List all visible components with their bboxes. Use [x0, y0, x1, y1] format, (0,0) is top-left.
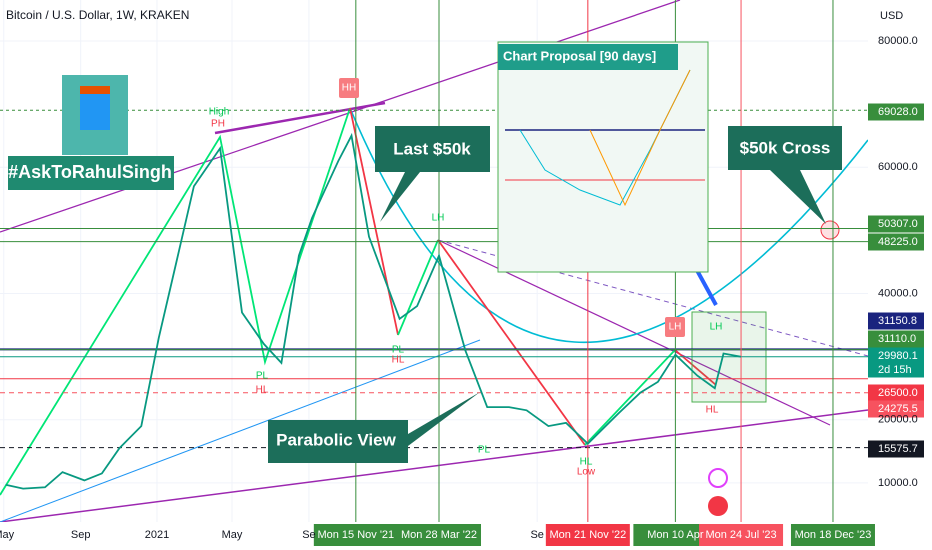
inset-title-bg [498, 44, 678, 70]
pattern-tag [339, 78, 359, 98]
pattern-label: PL [256, 371, 269, 382]
x-tick-label: Se [530, 529, 543, 541]
date-tag-label: Mon 18 Dec '23 [795, 529, 872, 541]
callout [728, 126, 842, 224]
date-tag [397, 524, 482, 546]
parabola [349, 107, 869, 343]
x-tick-label: Sep [71, 529, 91, 541]
price-tag-label: 24275.5 [878, 403, 918, 415]
pattern-label: HL [256, 385, 269, 396]
inset-line [589, 69, 691, 207]
price-line-series [5, 132, 742, 490]
pattern-label: PL [478, 445, 491, 456]
date-tag-label: Mon 24 Jul '23 [705, 529, 776, 541]
price-tag [868, 215, 924, 233]
price-tag-label: 29980.1 [878, 350, 918, 362]
price-tag [868, 400, 924, 418]
x-tick-label: Se [302, 529, 315, 541]
price-tag-label: 15575.7 [878, 443, 918, 455]
annotations: #AskToRahulSingh Last $50k $50k Cross Parab… [8, 41, 842, 478]
date-tag [313, 524, 398, 546]
y-tick-label: 10000.0 [878, 477, 918, 489]
pattern-label: High [209, 107, 230, 118]
y-tick-label: 60000.0 [878, 161, 918, 173]
date-tag-label: Mon 10 Apr [647, 529, 704, 541]
zigzag [0, 107, 351, 496]
countdown-label: 2d 15h [878, 364, 912, 376]
price-tag-label: 48225.0 [878, 236, 918, 248]
chart-title: Bitcoin / U.S. Dollar, 1W, KRAKEN [6, 8, 189, 22]
icon [708, 496, 728, 516]
price-tag [868, 347, 924, 378]
plot [5, 132, 742, 490]
annotation-box [8, 156, 174, 190]
axis-unit: USD [880, 10, 903, 22]
date-tag-label: Mon 15 Nov '21 [317, 529, 394, 541]
pattern-label: PL [392, 345, 405, 356]
avatar [80, 86, 110, 94]
price-tag [868, 312, 924, 330]
price-tag-label: 69028.0 [878, 106, 918, 118]
annotation-text: Chart Proposal [90 days] [503, 48, 656, 63]
price-tag [868, 440, 924, 458]
date-tag-label: Mon 28 Mar '22 [401, 529, 477, 541]
pattern-label: HL [392, 355, 405, 366]
annotation-text: $50k Cross [740, 138, 831, 157]
date-tag [699, 524, 784, 546]
trend-lines [0, 0, 869, 523]
price-axis [868, 0, 932, 550]
annotation-text: Parabolic View [276, 430, 396, 449]
price-tag [868, 384, 924, 402]
zigzag [437, 239, 586, 446]
y-tick-label: 40000.0 [878, 287, 918, 299]
x-tick-label: 2021 [145, 529, 169, 541]
trend-line [0, 409, 869, 523]
pattern-label: LH [432, 213, 445, 224]
pattern-label: HL [580, 457, 593, 468]
trend-line [0, 0, 681, 233]
pattern-label: LH [669, 322, 682, 333]
cross-marker [820, 220, 840, 240]
annotation-text: #AskToRahulSingh [8, 162, 172, 182]
price-tag-label: 26500.0 [878, 387, 918, 399]
x-tick-label: May [0, 529, 15, 541]
date-tag [790, 524, 875, 546]
date-tag [545, 524, 630, 546]
pattern-label: PH [211, 119, 225, 130]
y-tick-label: 80000.0 [878, 35, 918, 47]
price-tag [868, 233, 924, 251]
annotation-text: Last $50k [393, 139, 471, 158]
y-tick-label: 20000.0 [878, 414, 918, 426]
trend-line [0, 339, 481, 523]
zigzag [397, 239, 439, 336]
date-tag-label: Mon 21 Nov '22 [549, 529, 626, 541]
price-tag [868, 330, 924, 348]
trend-line [214, 101, 386, 135]
avatar [80, 90, 110, 130]
zigzag [349, 107, 399, 336]
price-tag-label: 50307.0 [878, 218, 918, 230]
date-tag [633, 524, 718, 546]
icon [708, 468, 728, 488]
pattern-label: LH [710, 322, 723, 333]
callout [375, 126, 490, 222]
pattern-label: HH [342, 83, 356, 94]
price-tag [868, 103, 924, 121]
pattern-label: HL [706, 405, 719, 416]
zigzag [584, 349, 676, 446]
pattern-tag [665, 317, 685, 337]
price-tag-label: 31150.8 [878, 315, 917, 327]
pattern-label: Low [577, 467, 596, 478]
callout [268, 392, 480, 463]
price-tag-label: 31110.0 [878, 333, 916, 345]
x-tick-label: May [222, 529, 243, 541]
